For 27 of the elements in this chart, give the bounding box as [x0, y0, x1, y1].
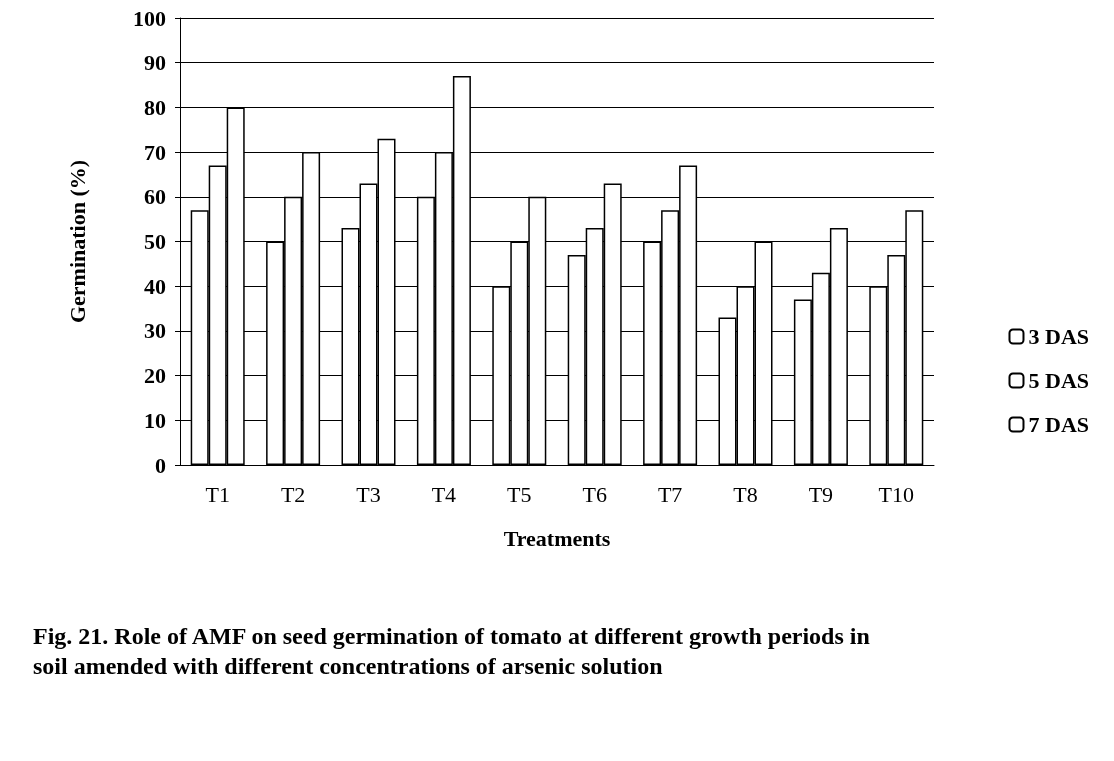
- y-tick-label: 10: [144, 407, 166, 433]
- y-tick-label: 60: [144, 184, 166, 210]
- x-tick-label: T1: [205, 481, 230, 507]
- y-tick-label: 40: [144, 273, 166, 299]
- x-tick-label: T8: [733, 481, 758, 507]
- y-tick-label: 20: [144, 363, 166, 389]
- y-axis-title: Germination (%): [64, 159, 90, 324]
- legend-label: 7 DAS: [1028, 412, 1089, 437]
- y-tick-label: 90: [144, 50, 166, 76]
- y-tick-label: 70: [144, 139, 166, 165]
- y-tick-label: 80: [144, 94, 166, 120]
- x-tick-label: T4: [431, 481, 457, 507]
- x-tick-label: T7: [657, 481, 683, 507]
- y-tick-label: 0: [155, 452, 166, 478]
- y-tick-label: 100: [133, 5, 166, 31]
- x-tick-label: T6: [582, 481, 607, 507]
- x-tick-label: T5: [507, 481, 532, 507]
- x-tick-label: T3: [356, 481, 381, 507]
- x-tick-label: T2: [280, 481, 306, 507]
- legend-label: 5 DAS: [1028, 368, 1089, 393]
- y-tick-label: 50: [144, 229, 166, 254]
- x-axis-title: Treatments: [503, 525, 611, 551]
- x-tick-label: T10: [878, 481, 915, 507]
- y-tick-label: 30: [144, 318, 166, 344]
- x-tick-label: T9: [808, 481, 834, 507]
- legend-label: 3 DAS: [1028, 324, 1089, 349]
- text: Fig. 21. Role of AMF on seed germination of tomato at different growth periods in soil amended with different concentrations of arsenic solution: [33, 623, 876, 679]
